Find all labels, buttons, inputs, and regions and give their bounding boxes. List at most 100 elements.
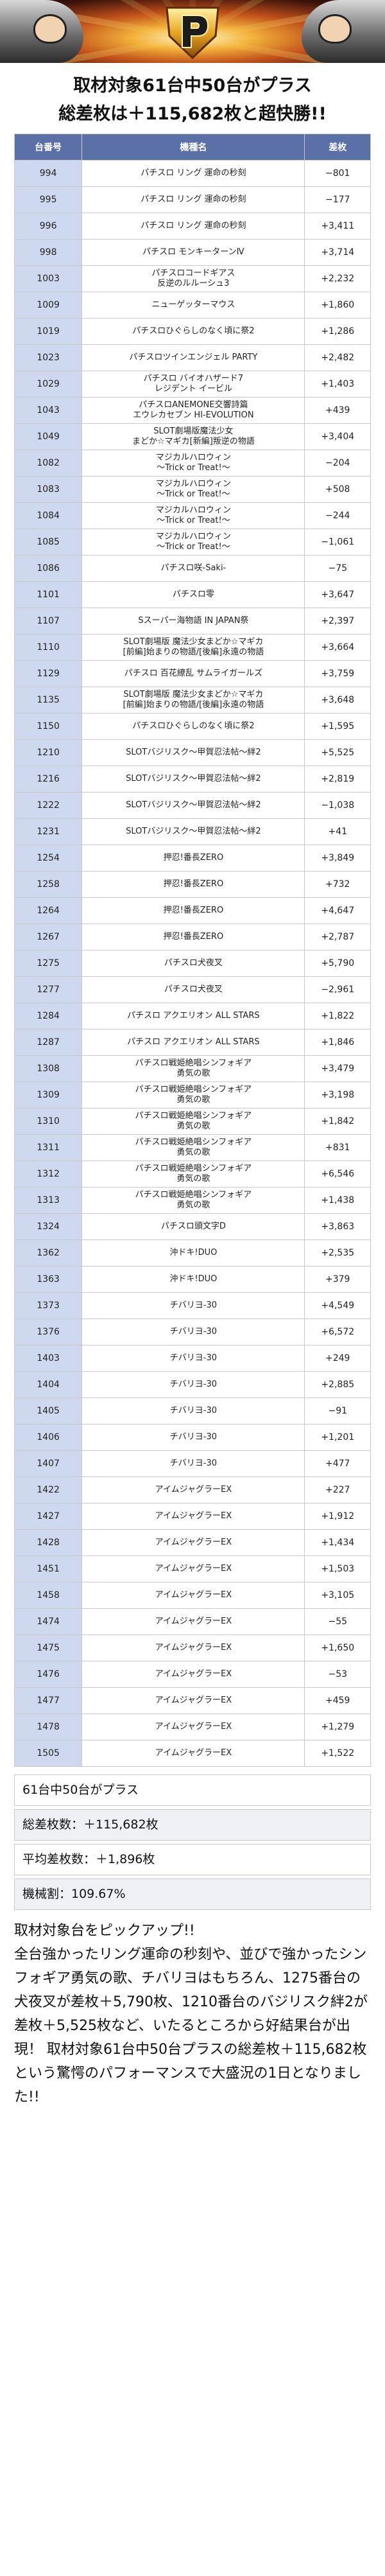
difference-cell: +4,647 bbox=[304, 897, 371, 924]
machine-name-cell: 押忍!番長ZERO bbox=[81, 845, 305, 872]
table-row: 1406 チバリヨ-30 +1,201 bbox=[13, 1424, 371, 1451]
machine-name-cell: チバリヨ-30 bbox=[81, 1424, 305, 1451]
machine-name-cell: パチスロ リング 運命の秒刻 bbox=[81, 213, 305, 240]
machine-name-cell: アイムジャグラーEX bbox=[81, 1661, 305, 1688]
table-row: 1029 パチスロ バイオハザード7 レジデント イービル +1,403 bbox=[13, 371, 371, 398]
machine-name-cell: アイムジャグラーEX bbox=[81, 1555, 305, 1582]
machine-number-cell: 1222 bbox=[13, 792, 83, 819]
machine-name-cell: アイムジャグラーEX bbox=[81, 1740, 305, 1767]
machine-number-cell: 1284 bbox=[13, 1003, 83, 1030]
difference-cell: −55 bbox=[304, 1608, 371, 1635]
machine-name-cell: アイムジャグラーEX bbox=[81, 1713, 305, 1740]
difference-cell: +2,397 bbox=[304, 608, 371, 635]
table-row: 1258 押忍!番長ZERO +732 bbox=[13, 871, 371, 898]
machine-number-cell: 1458 bbox=[13, 1582, 83, 1609]
table-row: 1478 アイムジャグラーEX +1,279 bbox=[13, 1713, 371, 1740]
machine-name-cell: パチスロ戦姫絶唱シンフォギア 勇気の歌 bbox=[81, 1134, 305, 1161]
difference-cell: +249 bbox=[304, 1345, 371, 1372]
machine-number-cell: 1216 bbox=[13, 766, 83, 793]
machine-number-cell: 1422 bbox=[13, 1476, 83, 1503]
machine-name-cell: パチスロ バイオハザード7 レジデント イービル bbox=[81, 371, 305, 398]
table-row: 1376 チバリヨ-30 +6,572 bbox=[13, 1319, 371, 1345]
machine-name-cell: パチスロ 百花繚乱 サムライガールズ bbox=[81, 660, 305, 687]
table-row: 1312 パチスロ戦姫絶唱シンフォギア 勇気の歌 +6,546 bbox=[13, 1161, 371, 1187]
machine-number-cell: 1110 bbox=[13, 634, 83, 661]
machine-number-cell: 1258 bbox=[13, 871, 83, 898]
difference-cell: +1,842 bbox=[304, 1108, 371, 1135]
machine-name-cell: アイムジャグラーEX bbox=[81, 1582, 305, 1609]
table-row: 1313 パチスロ戦姫絶唱シンフォギア 勇気の歌 +1,438 bbox=[13, 1187, 371, 1214]
machine-number-cell: 1373 bbox=[13, 1292, 83, 1319]
machine-name-cell: SLOTバジリスク〜甲賀忍法帖〜絆2 bbox=[81, 739, 305, 766]
table-row: 1084 マジカルハロウィン 〜Trick or Treat!〜 −244 bbox=[13, 502, 371, 529]
difference-cell: +227 bbox=[304, 1476, 371, 1503]
difference-cell: +3,198 bbox=[304, 1082, 371, 1108]
machine-name-cell: アイムジャグラーEX bbox=[81, 1503, 305, 1530]
machine-number-cell: 1476 bbox=[13, 1661, 83, 1688]
summary-box: 61台中50台がプラス 総差枚数：＋115,682枚 平均差枚数：＋1,896枚… bbox=[14, 1774, 371, 1910]
machine-number-cell: 1254 bbox=[13, 845, 83, 872]
table-row: 1311 パチスロ戦姫絶唱シンフォギア 勇気の歌 +831 bbox=[13, 1134, 371, 1161]
machine-name-cell: パチスロ戦姫絶唱シンフォギア 勇気の歌 bbox=[81, 1082, 305, 1108]
machine-number-cell: 1405 bbox=[13, 1398, 83, 1424]
machine-name-cell: パチスロ咲-Saki- bbox=[81, 555, 305, 582]
table-row: 1254 押忍!番長ZERO +3,849 bbox=[13, 845, 371, 872]
table-row: 1210 SLOTバジリスク〜甲賀忍法帖〜絆2 +5,525 bbox=[13, 739, 371, 766]
difference-cell: +1,846 bbox=[304, 1029, 371, 1056]
difference-cell: −2,961 bbox=[304, 976, 371, 1003]
machine-number-cell: 1023 bbox=[13, 344, 83, 371]
machine-name-cell: SLOTバジリスク〜甲賀忍法帖〜絆2 bbox=[81, 792, 305, 819]
machine-number-cell: 996 bbox=[13, 213, 83, 240]
difference-cell: +3,411 bbox=[304, 213, 371, 240]
difference-cell: +2,819 bbox=[304, 766, 371, 793]
difference-cell: +5,525 bbox=[304, 739, 371, 766]
machine-name-cell: SLOT劇場版 魔法少女まどか☆マギカ [前編]始まりの物語/[後編]永遠の物語 bbox=[81, 634, 305, 661]
machine-name-cell: 押忍!番長ZERO bbox=[81, 897, 305, 924]
machine-number-cell: 1474 bbox=[13, 1608, 83, 1635]
table-row: 1086 パチスロ咲-Saki- −75 bbox=[13, 555, 371, 582]
machine-name-cell: パチスロ頭文字D bbox=[81, 1213, 305, 1240]
machine-name-cell: 沖ドキ!DUO bbox=[81, 1240, 305, 1266]
difference-cell: +1,912 bbox=[304, 1503, 371, 1530]
machine-number-cell: 1082 bbox=[13, 450, 83, 477]
machine-name-cell: パチスロひぐらしのなく頃に祭2 bbox=[81, 713, 305, 740]
machine-number-cell: 1267 bbox=[13, 924, 83, 951]
difference-cell: +1,595 bbox=[304, 713, 371, 740]
machine-number-cell: 1101 bbox=[13, 581, 83, 608]
machine-name-cell: Sスーパー海物語 IN JAPAN祭 bbox=[81, 608, 305, 635]
table-row: 1049 SLOT劇場版魔法少女 まどか☆マギカ[新編]叛逆の物語 +3,404 bbox=[13, 423, 371, 450]
machine-name-cell: パチスロ戦姫絶唱シンフォギア 勇気の歌 bbox=[81, 1161, 305, 1187]
headline-line-1: 取材対象61台中50台がプラス bbox=[73, 76, 312, 96]
table-row: 1264 押忍!番長ZERO +4,647 bbox=[13, 897, 371, 924]
difference-cell: +4,549 bbox=[304, 1292, 371, 1319]
machine-name-cell: マジカルハロウィン 〜Trick or Treat!〜 bbox=[81, 476, 305, 503]
machine-number-cell: 1324 bbox=[13, 1213, 83, 1240]
table-row: 1363 沖ドキ!DUO +379 bbox=[13, 1266, 371, 1293]
machine-number-cell: 1083 bbox=[13, 476, 83, 503]
machine-name-cell: パチスロ戦姫絶唱シンフォギア 勇気の歌 bbox=[81, 1108, 305, 1135]
machine-name-cell: SLOT劇場版魔法少女 まどか☆マギカ[新編]叛逆の物語 bbox=[81, 423, 305, 450]
difference-cell: +2,232 bbox=[304, 265, 371, 292]
table-row: 1309 パチスロ戦姫絶唱シンフォギア 勇気の歌 +3,198 bbox=[13, 1082, 371, 1108]
machine-number-cell: 1363 bbox=[13, 1266, 83, 1293]
machine-number-cell: 1135 bbox=[13, 687, 83, 714]
machine-number-cell: 1086 bbox=[13, 555, 83, 582]
machine-number-cell: 1277 bbox=[13, 976, 83, 1003]
table-row: 1477 アイムジャグラーEX +459 bbox=[13, 1687, 371, 1714]
difference-cell: +1,201 bbox=[304, 1424, 371, 1451]
header-banner bbox=[0, 0, 385, 63]
results-table-body: 994 パチスロ リング 運命の秒刻 −801 995 パチスロ リング 運命の秒刻 −1… bbox=[13, 160, 371, 1767]
difference-cell: +1,522 bbox=[304, 1740, 371, 1767]
machine-number-cell: 1264 bbox=[13, 897, 83, 924]
header-machine-number: 台番号 bbox=[13, 134, 83, 161]
machine-name-cell: パチスロ犬夜叉 bbox=[81, 976, 305, 1003]
machine-name-cell: パチスロ零 bbox=[81, 581, 305, 608]
table-row: 1475 アイムジャグラーEX +1,650 bbox=[13, 1634, 371, 1661]
difference-cell: +3,863 bbox=[304, 1213, 371, 1240]
difference-cell: −801 bbox=[304, 160, 371, 187]
table-row: 1505 アイムジャグラーEX +1,522 bbox=[13, 1740, 371, 1767]
machine-number-cell: 1313 bbox=[13, 1187, 83, 1214]
difference-cell: +1,434 bbox=[304, 1529, 371, 1556]
difference-cell: +2,787 bbox=[304, 924, 371, 951]
machine-name-cell: アイムジャグラーEX bbox=[81, 1529, 305, 1556]
